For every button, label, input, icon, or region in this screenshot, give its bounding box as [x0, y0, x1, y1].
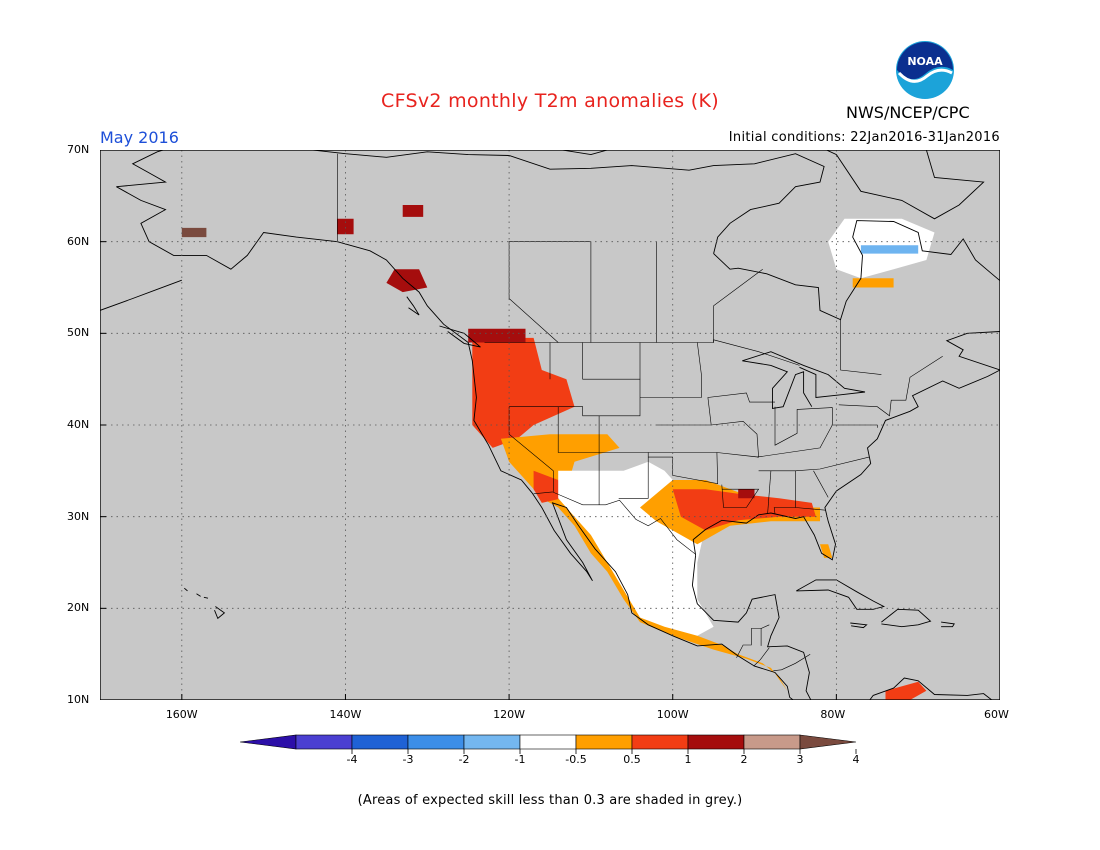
colorbar-tick-label: 1: [684, 753, 692, 766]
colorbar-swatch: [631, 734, 689, 750]
lat-label: 50N: [67, 326, 90, 340]
colorbar-swatch: [351, 734, 409, 750]
graticule: [100, 150, 1000, 700]
colorbar-swatch: [463, 734, 521, 750]
lat-label: 40N: [67, 418, 90, 431]
lat-label: 10N: [67, 693, 90, 706]
anomaly-map: [100, 150, 1000, 700]
lon-label: 80W: [820, 708, 846, 721]
logo-text: NOAA: [907, 55, 943, 68]
colorbar-swatch: [743, 734, 801, 750]
colorbar-swatch: [575, 734, 633, 750]
target-month: May 2016: [100, 128, 179, 147]
region-alaska-panhandle-dark: [386, 269, 428, 293]
region-alaska-yukon-dark: [337, 218, 354, 235]
lon-label: 140W: [329, 708, 362, 721]
region-venezuela-red: [885, 681, 927, 700]
noaa-logo: NOAA: [896, 41, 954, 99]
region-nw-alaska-brown: [181, 227, 207, 238]
region-bc-coast-dark: [468, 328, 526, 343]
lon-label: 100W: [656, 708, 689, 721]
colorbar-tick-label: -4: [346, 753, 358, 766]
colorbar-arrow-left: [240, 734, 297, 750]
colorbar-swatch: [519, 734, 577, 750]
colorbar-swatch: [407, 734, 465, 750]
colorbar-tick-label: -0.5: [565, 753, 587, 766]
lon-label: 60W: [984, 708, 1009, 721]
colorbar-swatch: [687, 734, 745, 750]
lat-label: 70N: [67, 143, 90, 156]
coastlines: [100, 150, 1000, 700]
lon-label: 120W: [493, 708, 525, 721]
region-hudson-orange: [852, 278, 894, 288]
region-gulf-coast-red: [672, 489, 816, 531]
colorbar-swatch: [295, 734, 353, 750]
region-hudson-blue: [860, 245, 919, 254]
lat-label: 60N: [67, 234, 90, 248]
colorbar-tick-label: 2: [740, 753, 748, 766]
skill-footnote: (Areas of expected skill less than 0.3 a…: [357, 793, 743, 808]
lat-label: 20N: [67, 601, 90, 615]
colorbar-arrow-right: [799, 734, 857, 750]
region-southwest-red: [533, 470, 563, 503]
colorbar-tick-label: -1: [514, 753, 526, 766]
colorbar-tick-label: -3: [402, 753, 414, 766]
region-gulf-coast-dark: [738, 489, 755, 499]
initial-conditions: Initial conditions: 22Jan2016-31Jan2016: [728, 130, 1000, 145]
map-title: CFSv2 monthly T2m anomalies (K): [381, 90, 719, 112]
region-yukon-dark: [402, 205, 424, 217]
organization-label: NWS/NCEP/CPC: [846, 103, 970, 122]
colorbar-tick-label: 4: [852, 753, 860, 766]
region-southwest-orange: [500, 434, 788, 691]
colorbar: [240, 734, 857, 754]
anomaly-regions: [181, 205, 935, 700]
lat-label: 30N: [67, 509, 90, 523]
colorbar-tick-label: 3: [796, 753, 804, 766]
colorbar-tick-label: 0.5: [623, 753, 641, 766]
lon-label: 160W: [165, 708, 198, 721]
colorbar-tick-label: -2: [458, 753, 470, 766]
region-pacific-northwest: [472, 337, 575, 448]
